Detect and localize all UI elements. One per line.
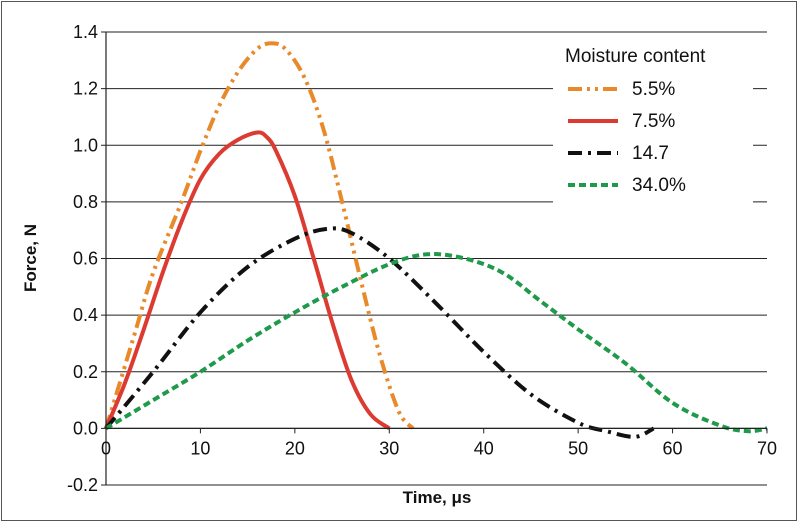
legend-label-2: 7.5% [632,111,675,132]
legend: 5.5% 7.5% 14.7 34.0% [568,79,686,196]
y-tick-label: 0.6 [73,249,98,269]
x-axis-title: Time, μs [403,488,472,507]
y-axis-title: Force, N [21,224,40,292]
series-line-4 [104,252,768,434]
y-tick-label: 0.0 [73,418,98,438]
axis-layer [101,31,768,486]
series-line-1 [104,41,415,430]
x-tick-label: 30 [379,438,399,458]
x-tick-label: 50 [568,438,588,458]
series-line-3 [104,226,655,439]
y-tick-label: -0.2 [67,475,98,495]
y-tick-label: 1.4 [73,22,98,42]
x-tick-label: 60 [663,438,683,458]
x-tick-label: 40 [474,438,494,458]
series-line-2 [104,130,391,431]
y-tick-label: 0.4 [73,305,98,325]
x-tick-label: 0 [101,438,111,458]
x-tick-label: 70 [757,438,777,458]
y-tick-label: 0.8 [73,192,98,212]
legend-label-1: 5.5% [632,79,675,100]
legend-label-3: 14.7 [632,143,669,164]
y-tick-label: 1.2 [73,79,98,99]
x-tick-label: 20 [285,438,305,458]
x-tick-label: 10 [190,438,210,458]
y-tick-label: 0.2 [73,362,98,382]
tick-layer: -0.2 0.0 0.2 0.4 0.6 0.8 1.0 1.2 1.4 0 10 20 30 40 50 6… [67,22,777,495]
y-tick-label: 1.0 [73,135,98,155]
legend-label-4: 34.0% [632,175,686,196]
legend-title: Moisture content [565,46,706,67]
